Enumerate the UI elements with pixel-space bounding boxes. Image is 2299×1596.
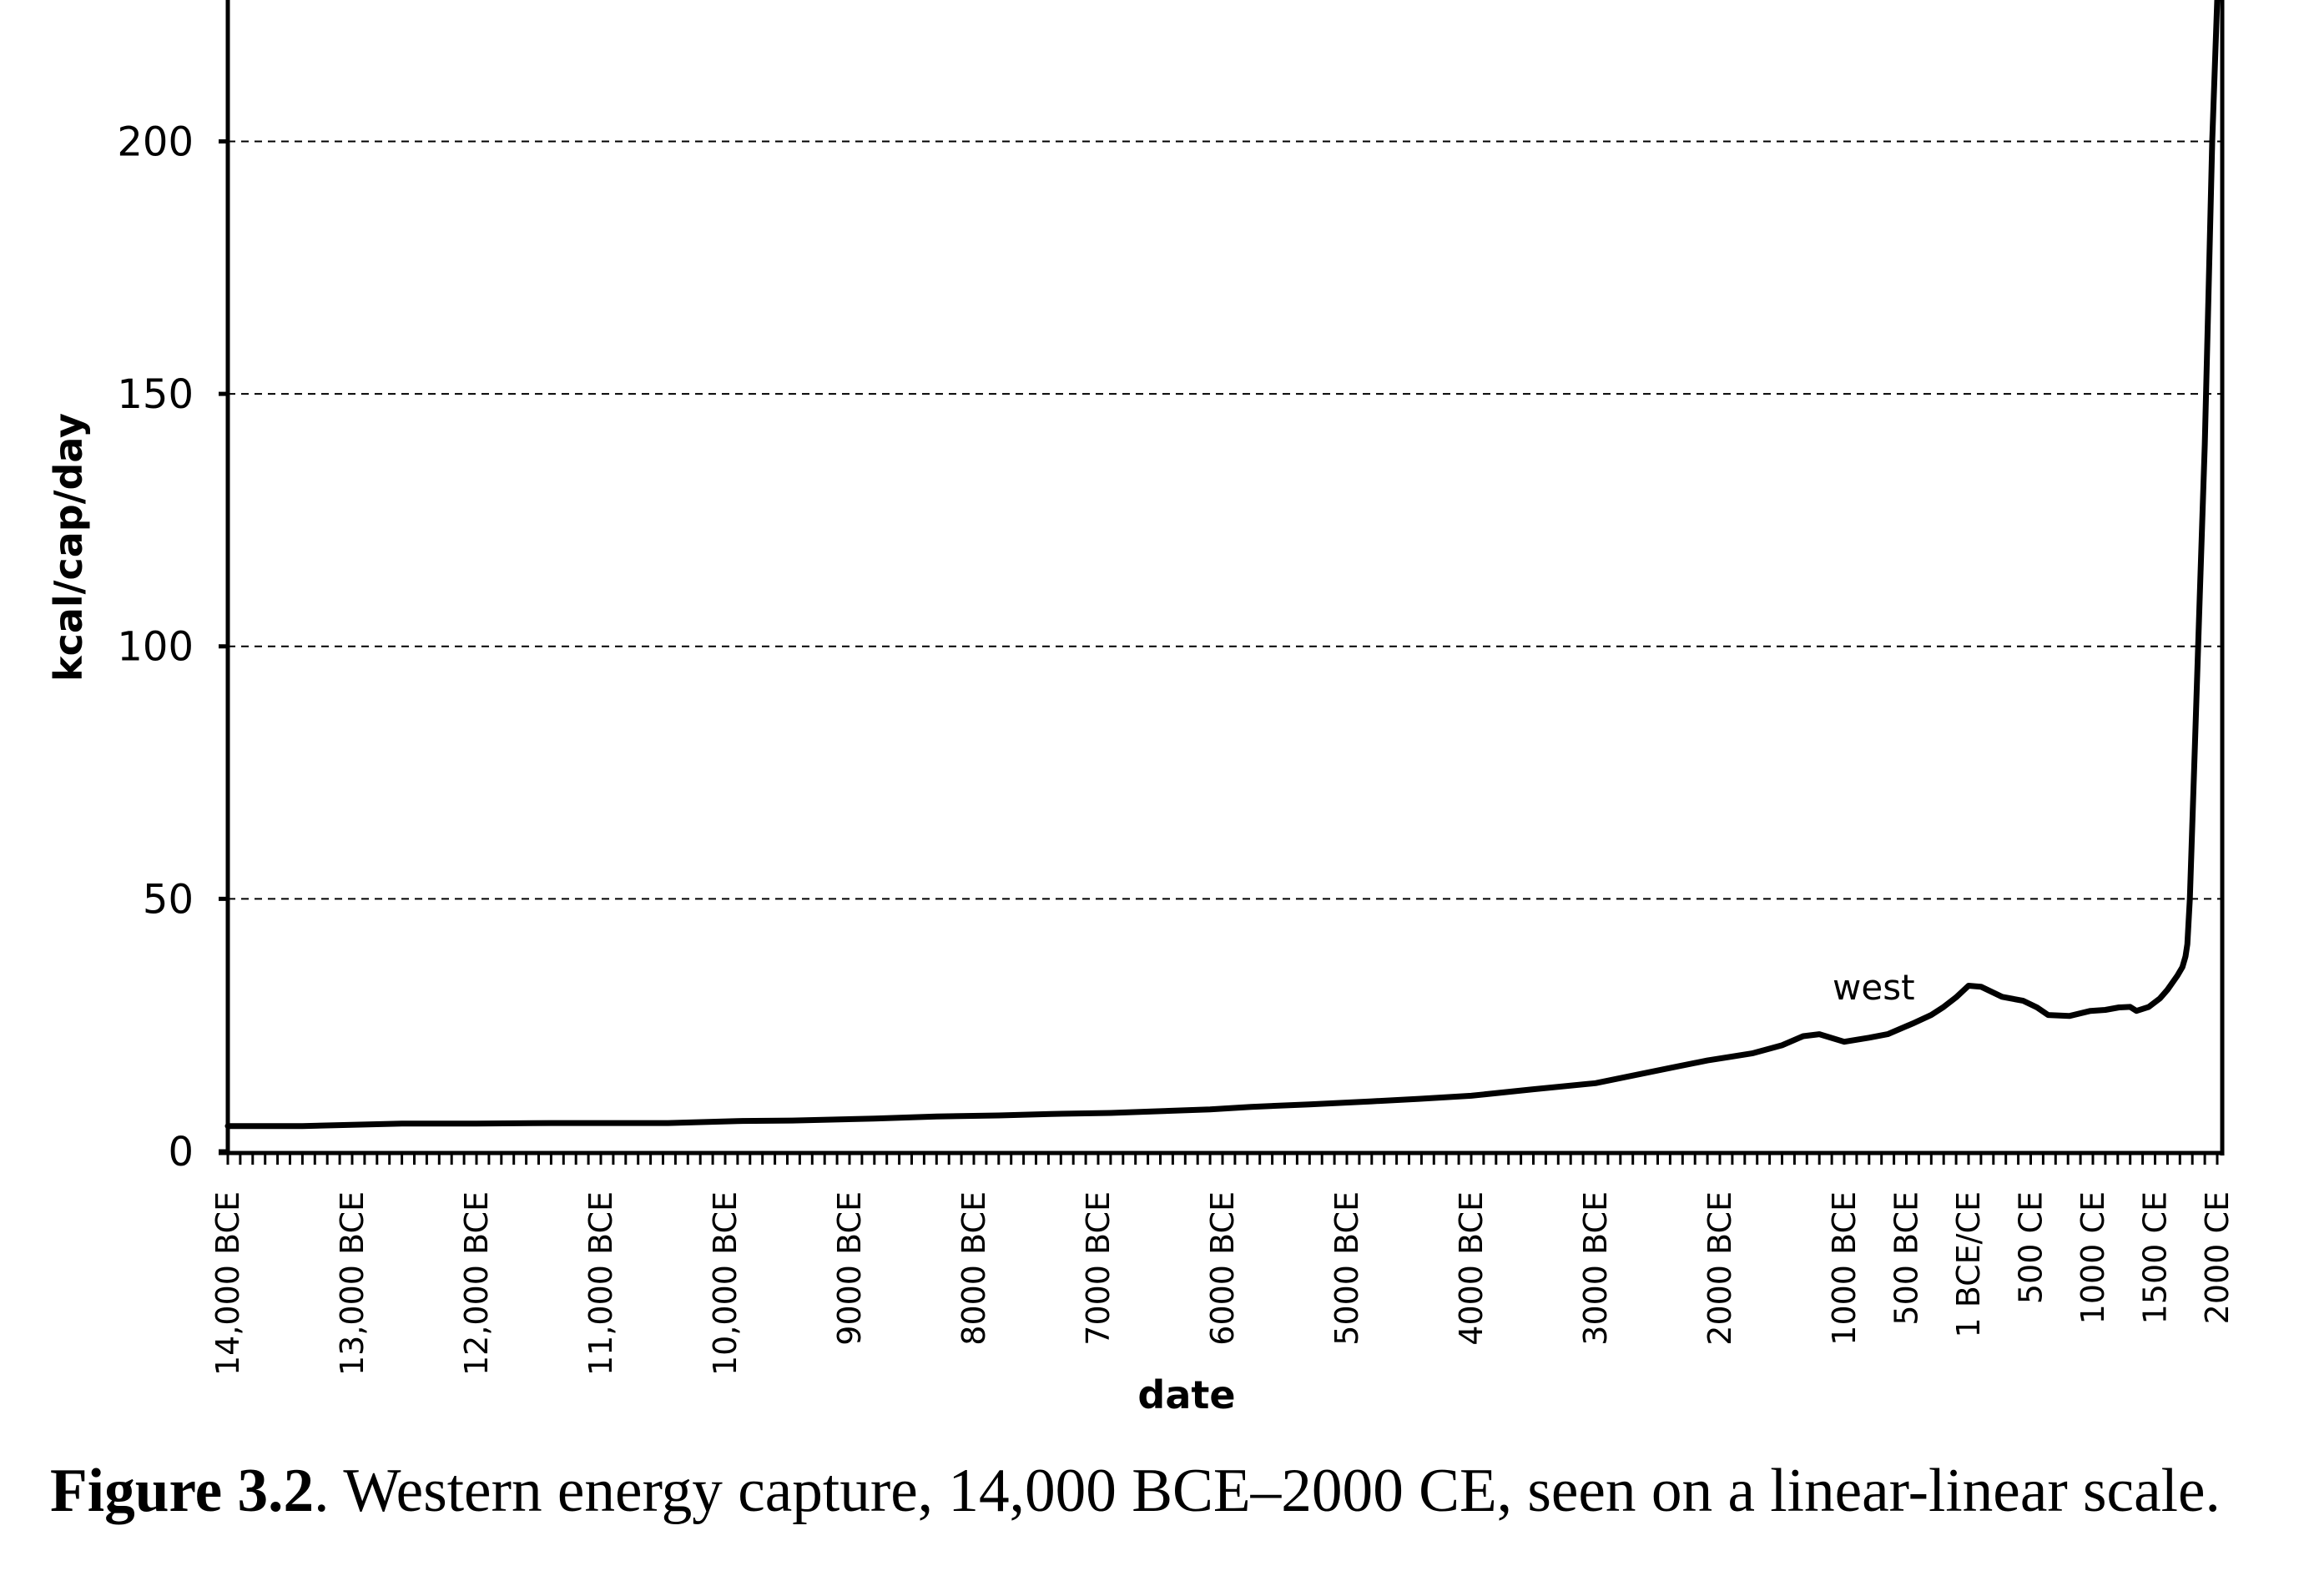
x-tick-label: 13,000 BCE: [334, 1191, 371, 1376]
figure-number: Figure 3.2: [50, 1457, 315, 1525]
gridlines: [228, 140, 2222, 900]
y-axis-title: kcal/cap/day: [46, 413, 91, 682]
x-tick-label: 3000 BCE: [1577, 1191, 1614, 1346]
figure-caption: Figure 3.2. Western energy capture, 14,0…: [50, 1456, 2221, 1527]
x-tick-label: 8000 BCE: [955, 1191, 992, 1346]
axes: [219, 0, 2225, 1155]
y-tick-label: 50: [143, 876, 194, 923]
series-line-west: [224, 0, 2221, 1130]
x-tick-labels: 14,000 BCE 13,000 BCE 12,000 BCE 11,000 BCE…: [209, 1191, 2236, 1376]
x-tick-label: 10,000 BCE: [707, 1191, 744, 1376]
x-minor-ticks: [226, 1153, 2219, 1165]
y-tick-label: 150: [117, 371, 194, 418]
x-axis-title: date: [1137, 1372, 1235, 1417]
x-tick-label: 9000 BCE: [831, 1191, 868, 1346]
y-tick-label: 0: [168, 1129, 194, 1176]
x-tick-label: 1000 BCE: [1826, 1191, 1863, 1346]
x-tick-label: 1000 CE: [2075, 1191, 2111, 1324]
x-tick-label: 6000 BCE: [1204, 1191, 1241, 1346]
x-tick-label: 2000 CE: [2199, 1191, 2236, 1324]
figure-caption-text: . Western energy capture, 14,000 BCE–200…: [314, 1457, 2221, 1525]
x-tick-label: 7000 BCE: [1080, 1191, 1117, 1346]
x-tick-label: 14,000 BCE: [209, 1191, 246, 1376]
series-annotation-west: west: [1833, 967, 1915, 1008]
x-tick-label: 500 CE: [2013, 1191, 2049, 1304]
x-tick-label: 5000 BCE: [1328, 1191, 1365, 1346]
x-tick-label: 12,000 BCE: [458, 1191, 495, 1376]
y-tick-label: 100: [117, 624, 194, 671]
x-tick-label: 11,000 BCE: [582, 1191, 619, 1376]
x-tick-label: 2000 BCE: [1702, 1191, 1738, 1346]
y-tick-label: 200: [117, 118, 194, 165]
series-layer: [224, 0, 2221, 1130]
x-tick-label: 1 BCE/CE: [1950, 1191, 1987, 1338]
x-tick-label: 4000 BCE: [1453, 1191, 1490, 1346]
x-tick-label: 1500 CE: [2137, 1191, 2174, 1324]
y-ticks: 0 50 100 150 200: [117, 118, 228, 1176]
x-tick-label: 500 BCE: [1888, 1191, 1925, 1326]
